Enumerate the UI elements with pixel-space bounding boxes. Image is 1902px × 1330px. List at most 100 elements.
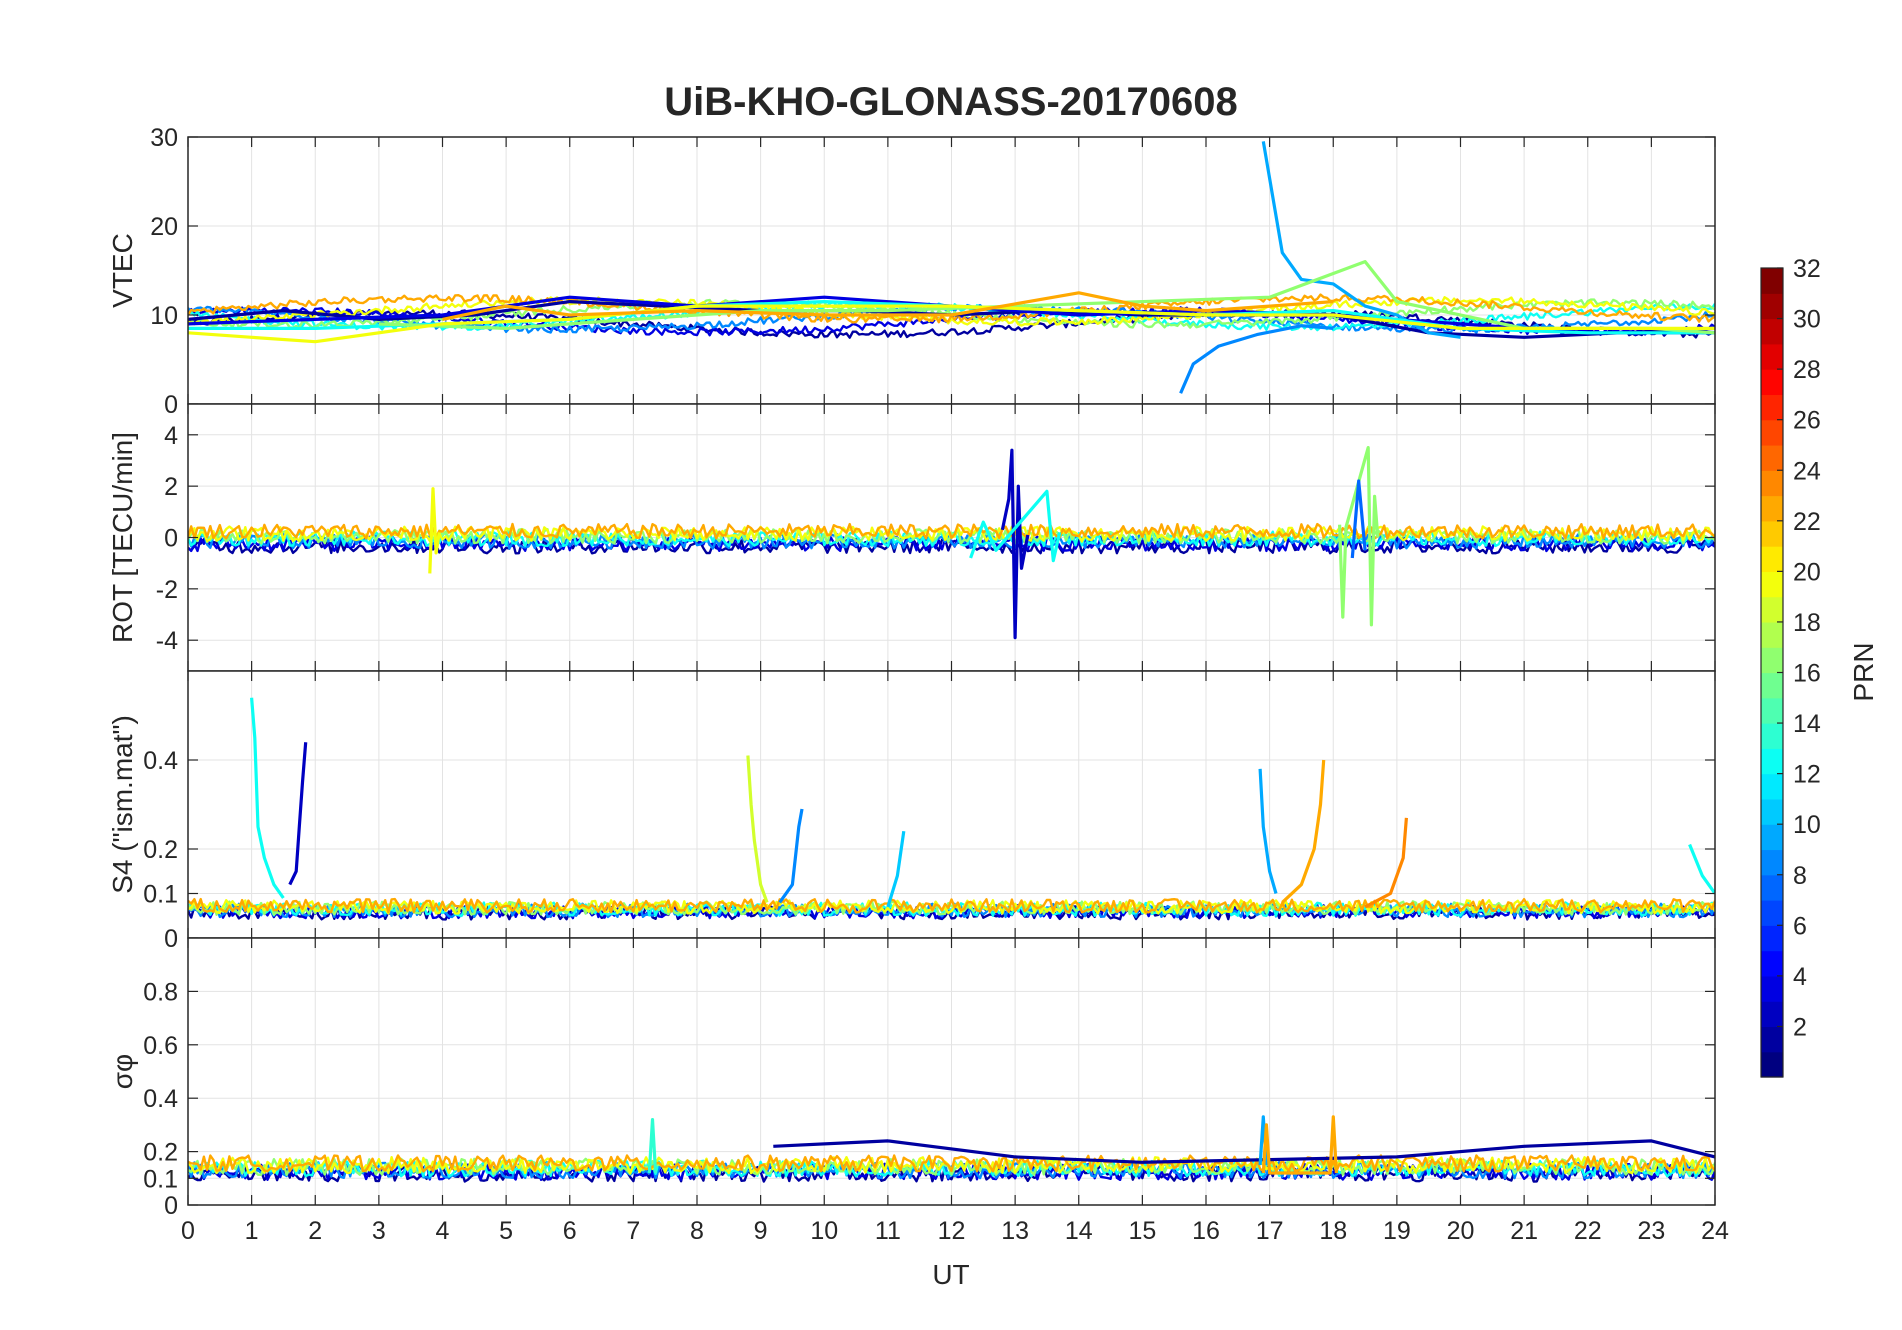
series-vtec-2 bbox=[1261, 141, 1461, 339]
colorbar-cell bbox=[1761, 1001, 1783, 1028]
y-tick-label: 10 bbox=[150, 302, 178, 330]
trace-prn-13 bbox=[188, 301, 1715, 332]
colorbar-cell bbox=[1761, 318, 1783, 345]
trace-prn-23 bbox=[188, 897, 1715, 914]
y-ticks: 0 10 20 30 bbox=[150, 124, 1715, 419]
y-tick-label: 30 bbox=[150, 124, 178, 152]
colorbar-cell bbox=[1761, 925, 1783, 952]
y-tick-label: 0.1 bbox=[143, 881, 178, 909]
colorbar-tick-label: 4 bbox=[1793, 963, 1807, 991]
y-tick-label: 4 bbox=[164, 422, 178, 450]
y-ticks: 0 0.1 0.2 0.4 bbox=[143, 747, 1715, 953]
x-tick-label: 3 bbox=[372, 1217, 386, 1245]
colorbar-cell bbox=[1761, 394, 1783, 421]
x-tick-label: 17 bbox=[1256, 1217, 1284, 1245]
series-s4-0 bbox=[250, 697, 285, 899]
series-s4-3 bbox=[778, 808, 804, 904]
colorbar-cell bbox=[1761, 798, 1783, 825]
colorbar-cell bbox=[1761, 343, 1783, 370]
x-tick-label: 8 bbox=[690, 1217, 704, 1245]
x-tick-label: 2 bbox=[308, 1217, 322, 1245]
colorbar-cell bbox=[1761, 697, 1783, 724]
y-tick-label: 0.1 bbox=[143, 1165, 178, 1193]
series-rot-2 bbox=[1338, 446, 1380, 627]
y-ticks: -4 -2 0 2 4 bbox=[156, 422, 1715, 655]
x-tick-label: 18 bbox=[1319, 1217, 1347, 1245]
colorbar-cell bbox=[1761, 975, 1783, 1002]
series-s4-8 bbox=[1688, 843, 1715, 895]
colorbar-tick-label: 30 bbox=[1793, 306, 1821, 334]
colorbar-cell bbox=[1761, 546, 1783, 572]
colorbar-cell bbox=[1761, 874, 1783, 901]
x-ticks bbox=[187, 137, 1716, 404]
x-tick-label: 11 bbox=[875, 1217, 901, 1245]
series-s4-2 bbox=[746, 755, 769, 903]
series-rot-4 bbox=[1350, 479, 1367, 559]
series-sigphi-3 bbox=[647, 1118, 658, 1174]
x-tick-label: 19 bbox=[1383, 1217, 1411, 1245]
colorbar-cell bbox=[1761, 495, 1783, 522]
x-tick-label: 7 bbox=[626, 1217, 640, 1245]
series-s4-4 bbox=[886, 830, 906, 908]
series-s4-1 bbox=[288, 742, 308, 886]
x-axis-label: UT bbox=[932, 1259, 969, 1290]
colorbar-cell bbox=[1761, 672, 1783, 699]
colorbar-tick-label: 10 bbox=[1793, 811, 1821, 839]
x-tick-label: 21 bbox=[1510, 1217, 1538, 1245]
y-axis-label-vtec: VTEC bbox=[107, 233, 138, 308]
colorbar-tick-label: 18 bbox=[1793, 609, 1821, 637]
series-s4-6 bbox=[1281, 759, 1326, 904]
colorbar-tick-label: 6 bbox=[1793, 912, 1807, 940]
series-s4-5 bbox=[1258, 768, 1278, 894]
x-tick-label: 23 bbox=[1637, 1217, 1665, 1245]
y-tick-label: -2 bbox=[156, 576, 178, 604]
series-s4-7 bbox=[1364, 817, 1408, 909]
y-tick-label: 0.2 bbox=[143, 1139, 178, 1167]
x-tick-label: 24 bbox=[1701, 1217, 1729, 1245]
series-rot-0 bbox=[1000, 448, 1030, 640]
colorbar-tick-label: 2 bbox=[1793, 1013, 1807, 1041]
y-tick-label: 0 bbox=[164, 925, 178, 953]
colorbar-cell bbox=[1761, 950, 1783, 977]
series-group bbox=[188, 697, 1715, 921]
colorbar-tick-label: 26 bbox=[1793, 407, 1821, 435]
y-axis-label-s4: S4 ("ism.mat") bbox=[107, 715, 138, 894]
trace-prn-17 bbox=[188, 1157, 1715, 1176]
trace-prn-23 bbox=[188, 522, 1715, 540]
y-tick-label: 2 bbox=[164, 473, 178, 501]
panel-sigphi: 0 1 2 3 4 5 6 7 8 9 10 11 12 13 14 15 16 17 18 19 20 21 22 23 24… bbox=[107, 937, 1729, 1245]
x-tick-label: 13 bbox=[1001, 1217, 1029, 1245]
y-tick-label: 0.4 bbox=[143, 1085, 178, 1113]
colorbar-tick-label: 20 bbox=[1793, 558, 1821, 586]
colorbar-cell bbox=[1761, 293, 1783, 320]
colorbar-tick-label: 16 bbox=[1793, 660, 1821, 688]
y-axis-label-sigphi: σφ bbox=[107, 1054, 138, 1089]
y-tick-label: 0.4 bbox=[143, 747, 178, 775]
colorbar-tick-label: 28 bbox=[1793, 356, 1821, 384]
colorbar-cell bbox=[1761, 369, 1783, 396]
colorbar-tick-label: 14 bbox=[1793, 710, 1821, 738]
x-tick-label: 0 bbox=[181, 1217, 195, 1245]
colorbar-cell bbox=[1761, 824, 1783, 851]
x-tick-label: 15 bbox=[1128, 1217, 1156, 1245]
series-group bbox=[188, 1115, 1715, 1183]
x-ticks bbox=[187, 404, 1716, 671]
colorbar-tick-label: 32 bbox=[1793, 255, 1821, 283]
y-tick-label: 0.6 bbox=[143, 1032, 178, 1060]
y-tick-label: 0.2 bbox=[143, 836, 178, 864]
colorbar-cell bbox=[1761, 1026, 1783, 1053]
colorbar-cell bbox=[1761, 748, 1783, 775]
colorbar-tick-label: 24 bbox=[1793, 457, 1821, 485]
colorbar-cell bbox=[1761, 621, 1783, 648]
panel-rot: -4 -2 0 2 4 ROT [TECU/min] bbox=[107, 403, 1716, 672]
x-tick-label: 5 bbox=[499, 1217, 513, 1245]
x-tick-label: 16 bbox=[1192, 1217, 1220, 1245]
x-tick-label: 20 bbox=[1447, 1217, 1475, 1245]
x-tick-label: 12 bbox=[938, 1217, 966, 1245]
colorbar-cell bbox=[1761, 647, 1783, 674]
x-tick-label: 10 bbox=[810, 1217, 838, 1245]
colorbar-cell bbox=[1761, 444, 1783, 471]
colorbar-cell bbox=[1761, 773, 1783, 800]
series-vtec-7 bbox=[442, 291, 1334, 321]
